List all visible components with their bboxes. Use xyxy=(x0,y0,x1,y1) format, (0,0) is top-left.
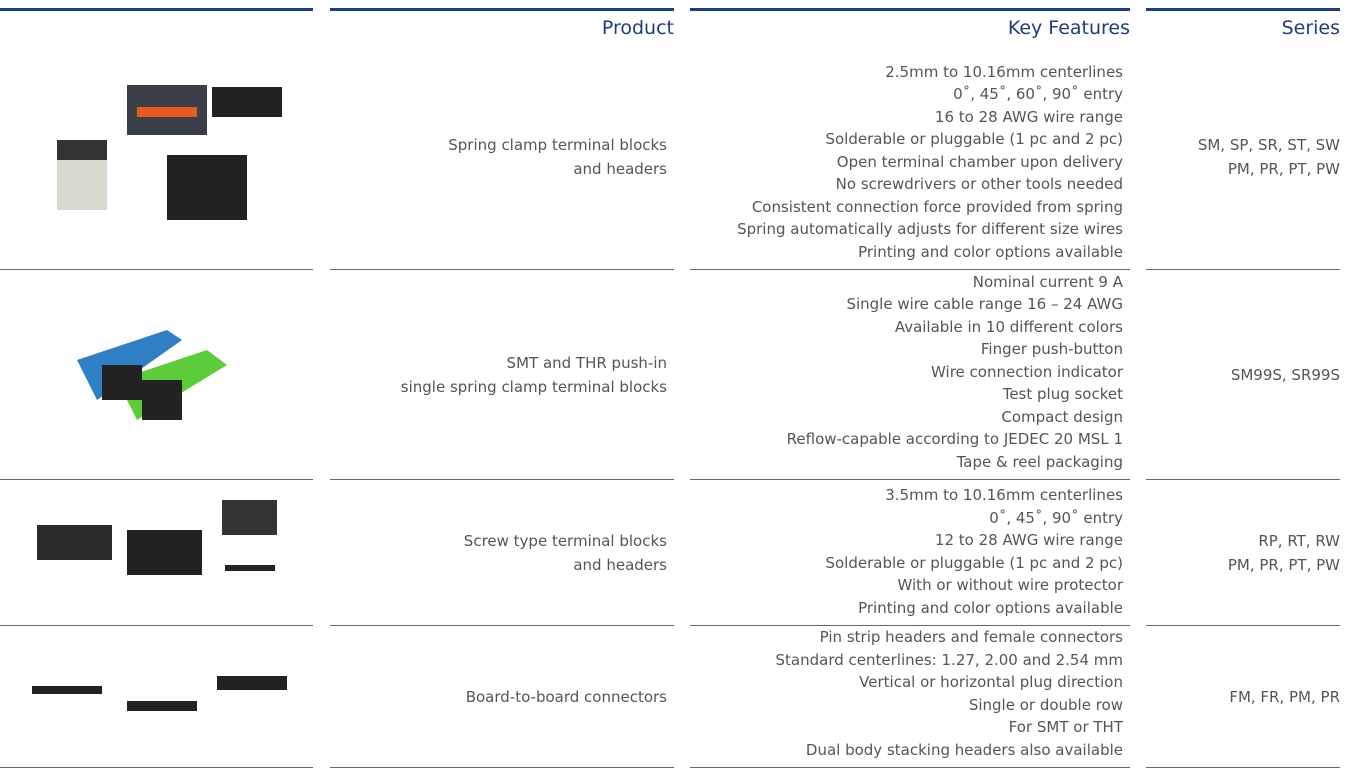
table-row: Screw type terminal blocks and headers 3.5… xyxy=(0,480,1350,626)
feature-cell: Nominal current 9 A Single wire cable ran… xyxy=(690,270,1130,480)
feature: Open terminal chamber upon delivery xyxy=(836,152,1123,171)
feature: No screwdrivers or other tools needed xyxy=(835,175,1123,193)
product-photo xyxy=(36,500,277,575)
feature: 12 to 28 AWG wire range xyxy=(934,531,1123,549)
series-cell: RP, RT, RW PM, PR, PT, PW xyxy=(1146,480,1340,626)
product-image xyxy=(0,270,313,480)
product-photo xyxy=(76,330,227,420)
feature: Reflow-capable according to JEDEC 20 MSL… xyxy=(786,430,1123,448)
product-name: single spring clamp terminal blocks xyxy=(400,377,667,396)
series-cell: SM99S, SR99S xyxy=(1146,270,1340,480)
feature: Finger push-button xyxy=(980,340,1123,358)
product-name: Screw type terminal blocks xyxy=(463,531,667,550)
feature: Pin strip headers and female connectors xyxy=(819,628,1123,646)
feature: Wire connection indicator xyxy=(931,362,1123,381)
feature: Printing and color options available xyxy=(858,598,1123,617)
feature: Test plug socket xyxy=(1002,385,1123,403)
feature-cell: Pin strip headers and female connectors S… xyxy=(690,626,1130,768)
feature: 3.5mm to 10.16mm centerlines xyxy=(885,486,1123,504)
feature-cell: 3.5mm to 10.16mm centerlines 0˚, 45˚, 90˚… xyxy=(690,480,1130,626)
product-name: Board-to-board connectors xyxy=(465,687,667,706)
product-photo xyxy=(31,676,287,711)
product-name-cell: Board-to-board connectors xyxy=(330,626,674,768)
product-name-cell: Screw type terminal blocks and headers xyxy=(330,480,674,626)
product-image xyxy=(0,480,313,626)
series: PM, PR, PT, PW xyxy=(1227,555,1340,574)
product-image xyxy=(0,45,313,270)
series-cell: FM, FR, PM, PR xyxy=(1146,626,1340,768)
feature: 16 to 28 AWG wire range xyxy=(934,107,1123,126)
series: PM, PR, PT, PW xyxy=(1227,160,1340,178)
feature-cell: 2.5mm to 10.16mm centerlines 0˚, 45˚, 60˚… xyxy=(690,45,1130,270)
feature: Single or double row xyxy=(968,695,1123,714)
product-name-cell: Spring clamp terminal blocks and headers xyxy=(330,45,674,270)
header-cell: Key Features xyxy=(690,8,1130,45)
header-cell xyxy=(0,8,313,45)
feature: Nominal current 9 A xyxy=(972,272,1123,291)
header-cell: Product xyxy=(330,8,674,45)
feature: Spring automatically adjusts for differe… xyxy=(737,220,1123,238)
product-name: SMT and THR push-in xyxy=(506,353,667,372)
series: SM99S, SR99S xyxy=(1230,365,1340,384)
series: RP, RT, RW xyxy=(1258,531,1340,550)
feature: Available in 10 different colors xyxy=(894,317,1123,336)
feature: 2.5mm to 10.16mm centerlines xyxy=(885,62,1123,81)
feature: Consistent connection force provided fro… xyxy=(751,197,1123,216)
series-cell: SM, SP, SR, ST, SW PM, PR, PT, PW xyxy=(1146,45,1340,270)
feature: 0˚, 45˚, 90˚ entry xyxy=(989,508,1123,527)
product-photo xyxy=(56,85,282,220)
feature: For SMT or THT xyxy=(1008,718,1123,736)
feature: Compact design xyxy=(1001,407,1123,426)
feature: Solderable or pluggable (1 pc and 2 pc) xyxy=(825,130,1123,148)
feature: Printing and color options available xyxy=(858,242,1123,261)
table-row: Board-to-board connectors Pin strip heade… xyxy=(0,626,1350,768)
series: SM, SP, SR, ST, SW xyxy=(1197,136,1340,154)
feature: Vertical or horizontal plug direction xyxy=(859,673,1123,691)
product-name: and headers xyxy=(573,160,667,178)
product-image xyxy=(0,626,313,768)
product-name-cell: SMT and THR push-in single spring clamp t… xyxy=(330,270,674,480)
product-name: and headers xyxy=(573,555,667,574)
feature: Solderable or pluggable (1 pc and 2 pc) xyxy=(825,553,1123,572)
table-row: Spring clamp terminal blocks and headers 2… xyxy=(0,45,1350,270)
feature: Single wire cable range 16 – 24 AWG xyxy=(846,295,1123,313)
feature: Tape & reel packaging xyxy=(956,452,1123,471)
feature: With or without wire protector xyxy=(897,576,1123,594)
series: FM, FR, PM, PR xyxy=(1229,687,1340,706)
feature: 0˚, 45˚, 60˚, 90˚ entry xyxy=(953,85,1123,103)
feature: Standard centerlines: 1.27, 2.00 and 2.5… xyxy=(775,650,1123,669)
header-cell: Series xyxy=(1146,8,1340,45)
table-row: SMT and THR push-in single spring clamp t… xyxy=(0,270,1350,480)
feature: Dual body stacking headers also availabl… xyxy=(805,740,1123,759)
product-name: Spring clamp terminal blocks xyxy=(448,136,667,154)
